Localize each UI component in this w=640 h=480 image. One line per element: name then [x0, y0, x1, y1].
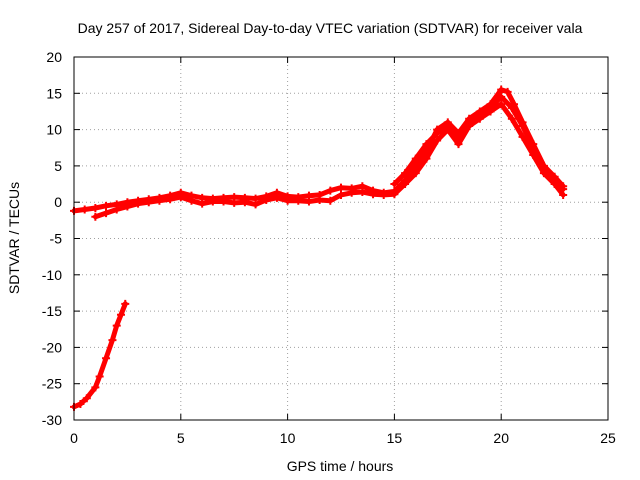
data-point — [166, 195, 175, 204]
data-point — [465, 118, 474, 127]
data-point — [503, 87, 512, 96]
data-point — [379, 190, 388, 199]
data-point — [91, 204, 100, 213]
data-point — [315, 196, 324, 205]
data-point — [102, 209, 111, 218]
data-point — [230, 198, 239, 207]
data-point — [390, 190, 399, 199]
series-main-c — [390, 92, 568, 194]
x-tick-label: 0 — [70, 430, 78, 446]
data-point — [347, 188, 356, 197]
y-tick-label: -10 — [42, 267, 62, 283]
data-point — [116, 310, 125, 319]
y-tick-label: 20 — [46, 49, 62, 65]
data-point — [411, 154, 420, 163]
data-point — [326, 186, 335, 195]
y-tick-label: -20 — [42, 339, 62, 355]
data-point — [272, 193, 281, 202]
y-tick-labels: -30 -25 -20 -15 -10 -5 0 5 10 15 20 — [42, 49, 62, 428]
data-point — [144, 198, 153, 207]
data-point — [559, 185, 568, 194]
data-point — [91, 212, 100, 221]
data-point — [369, 190, 378, 199]
data-point — [443, 121, 452, 130]
y-tick-label: 5 — [54, 158, 62, 174]
data-point — [411, 169, 420, 178]
data-point — [82, 394, 91, 403]
data-point — [76, 400, 85, 409]
data-point — [240, 198, 249, 207]
data-point — [337, 183, 345, 192]
x-tick-label: 25 — [600, 430, 616, 446]
data-point — [550, 176, 559, 185]
data-point — [123, 202, 132, 211]
data-point — [326, 196, 335, 205]
data-point — [422, 140, 431, 149]
data-point — [518, 121, 527, 130]
data-point — [475, 111, 484, 120]
data-point — [102, 354, 111, 363]
x-tick-label: 10 — [280, 430, 296, 446]
data-point — [95, 372, 104, 381]
data-point — [390, 180, 399, 189]
data-point — [108, 336, 117, 345]
data-point — [304, 197, 313, 206]
data-point — [337, 190, 345, 199]
data-point — [454, 132, 463, 141]
data-point — [198, 199, 207, 208]
data-point — [251, 200, 260, 209]
x-tick-labels: 0 5 10 15 20 25 — [70, 430, 616, 446]
data-point — [294, 196, 303, 205]
chart-title: Day 257 of 2017, Sidereal Day-to-day VTE… — [78, 20, 583, 36]
x-tick-label: 15 — [387, 430, 403, 446]
data-point — [176, 193, 185, 202]
y-tick-label: -25 — [42, 376, 62, 392]
y-tick-label: -15 — [42, 303, 62, 319]
data-point — [507, 114, 516, 123]
data-point — [219, 197, 228, 206]
y-tick-label: -5 — [50, 231, 63, 247]
series-trace — [71, 301, 128, 410]
data-point — [155, 196, 164, 205]
data-point — [486, 103, 495, 112]
data-point — [507, 103, 516, 112]
data-point — [187, 196, 196, 205]
y-tick-label: 15 — [46, 85, 62, 101]
data-point — [134, 199, 143, 208]
data-point — [497, 85, 506, 94]
grid — [74, 57, 608, 420]
x-tick-label: 20 — [493, 430, 509, 446]
data-point — [208, 197, 217, 206]
data-point — [262, 196, 271, 205]
data-point — [401, 180, 410, 189]
data-point — [497, 92, 506, 101]
data-point — [112, 205, 121, 214]
data-point — [422, 154, 431, 163]
plot-frame — [73, 56, 609, 421]
y-tick-label: 0 — [54, 194, 62, 210]
data-point — [91, 383, 100, 392]
x-axis-label: GPS time / hours — [287, 458, 394, 474]
data-point — [401, 169, 410, 178]
data-point — [283, 196, 292, 205]
y-tick-label: -30 — [42, 412, 62, 428]
y-axis-label: SDTVAR / TECUs — [6, 182, 22, 294]
data-point — [121, 299, 130, 308]
data-point — [539, 165, 548, 174]
data-point — [433, 129, 442, 138]
data-point — [112, 321, 121, 330]
data-point — [102, 201, 111, 210]
data-point — [358, 188, 367, 197]
data-point — [497, 100, 506, 109]
data-point — [80, 205, 89, 214]
y-tick-label: 10 — [46, 122, 62, 138]
data-point — [529, 143, 538, 152]
data-point — [454, 140, 463, 149]
data-point — [433, 136, 442, 145]
data-points — [70, 85, 568, 411]
x-tick-label: 5 — [177, 430, 185, 446]
